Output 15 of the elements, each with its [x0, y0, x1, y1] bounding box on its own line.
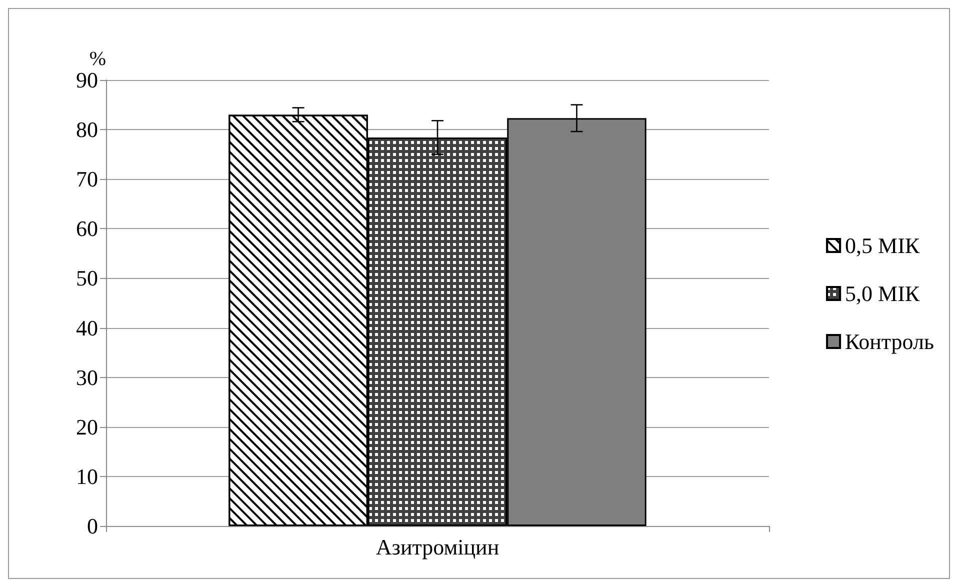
y-tick-label: 0	[87, 514, 98, 538]
y-tick-label: 10	[76, 464, 98, 489]
y-tick-label: 50	[76, 266, 98, 291]
y-tick-label: 90	[76, 68, 98, 92]
y-tick-label: 20	[76, 414, 98, 440]
y-tick-label: 70	[76, 166, 98, 192]
legend-label: 5,0 МІК	[845, 281, 920, 306]
y-tick-label: 40	[76, 315, 98, 340]
legend-label: 0,5 МІК	[845, 233, 920, 258]
y-tick-label: 60	[76, 216, 98, 242]
y-tick-label: 30	[76, 364, 98, 390]
legend-label: Контроль	[845, 329, 934, 354]
y-tick-label: 80	[76, 117, 98, 142]
x-tick-label: Азитроміцин	[376, 534, 500, 560]
y-axis-title: %	[89, 48, 106, 70]
